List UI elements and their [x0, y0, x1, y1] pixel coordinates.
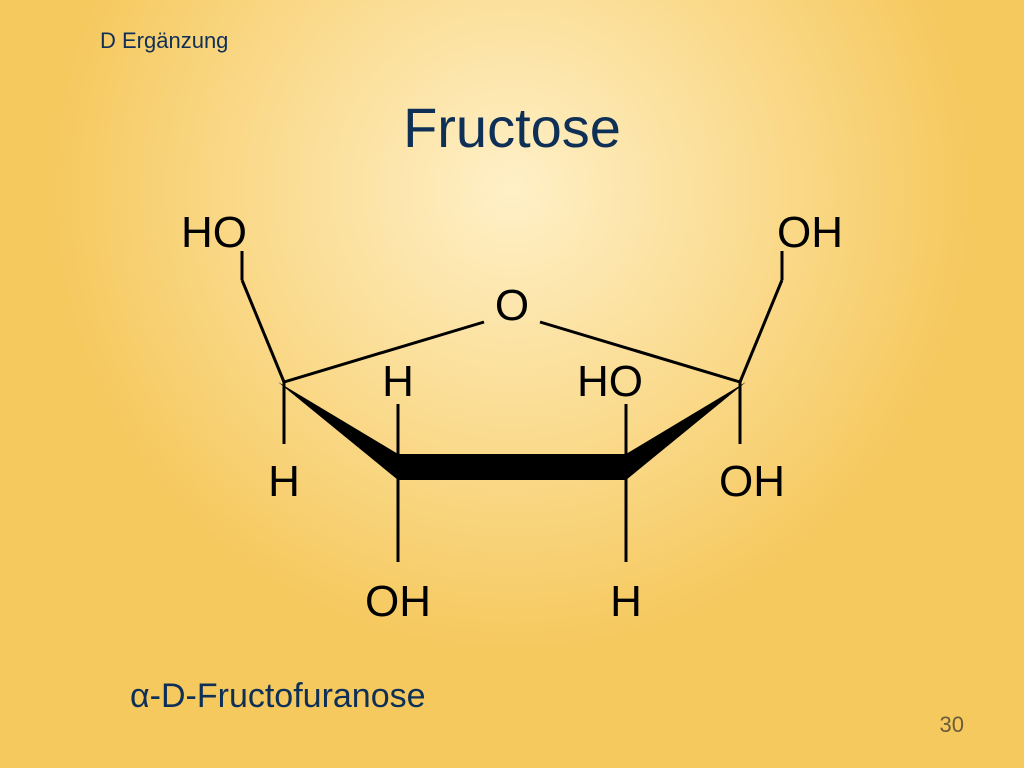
slide: D Ergänzung Fructose OHOOHHHOHOHOHH α-D-… [0, 0, 1024, 768]
slide-page-number: 30 [940, 712, 964, 738]
atom-label-H_C3_dn: H [610, 577, 642, 627]
atom-label-H_C5_up: H [382, 357, 414, 407]
atom-label-OH_C4_dn: OH [365, 577, 431, 627]
slide-caption: α-D-Fructofuranose [130, 677, 426, 716]
atom-label-HO_C6: HO [181, 208, 247, 258]
atom-label-HO_C2_up: HO [577, 357, 643, 407]
atom-label-OH_C1: OH [777, 208, 843, 258]
atom-label-O: O [495, 281, 529, 331]
atom-label-OH_C2_dn: OH [719, 457, 785, 507]
molecule-diagram [0, 0, 1024, 768]
atom-label-H_C5_dn: H [268, 457, 300, 507]
